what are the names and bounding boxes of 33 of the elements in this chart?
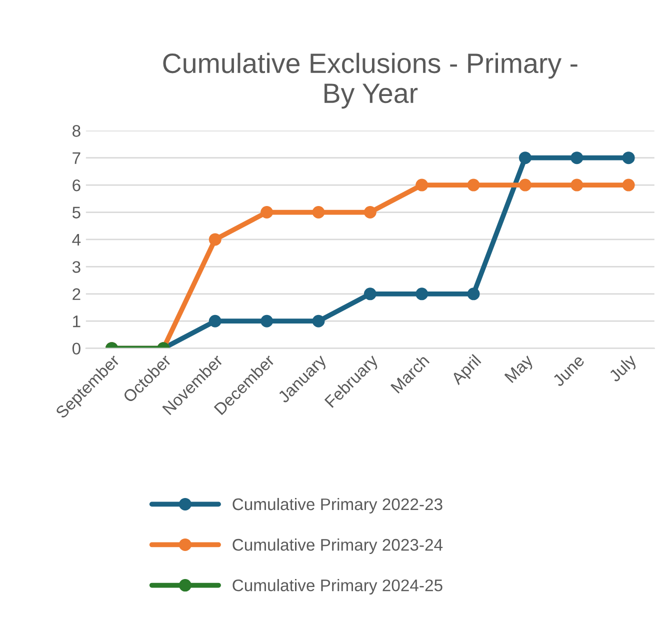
- y-tick-label: 7: [72, 152, 80, 164]
- point: [622, 178, 635, 192]
- point: [260, 206, 274, 219]
- chart-title: Cumulative Exclusions - Primary - By Year: [163, 52, 578, 109]
- point: [364, 288, 376, 300]
- x-tick-label: July: [608, 353, 640, 385]
- point: [312, 314, 325, 328]
- point: [518, 178, 532, 192]
- y-tick-label: 0: [72, 342, 80, 355]
- point: [364, 206, 376, 219]
- point: [570, 178, 584, 192]
- point: [622, 152, 635, 164]
- legend-label: Cumulative Primary 2022-23: [232, 498, 442, 514]
- y-tick-label: 8: [72, 125, 80, 137]
- point: [416, 178, 428, 192]
- point: [312, 206, 325, 219]
- point: [416, 288, 428, 300]
- point: [260, 314, 274, 328]
- y-tick-label: 5: [72, 206, 80, 218]
- point: [518, 152, 532, 164]
- point: [570, 152, 584, 164]
- legend-label: Cumulative Primary 2023-24: [232, 538, 443, 554]
- y-tick-label: 1: [73, 316, 80, 328]
- point: [467, 288, 480, 300]
- y-tick-label: 6: [72, 179, 80, 192]
- y-tick-label: 2: [72, 288, 80, 300]
- point: [208, 314, 222, 328]
- y-tick-label: 4: [72, 234, 81, 246]
- x-tick-label: May: [504, 354, 536, 386]
- y-tick-label: 3: [72, 261, 80, 273]
- point: [208, 233, 222, 246]
- point: [467, 178, 480, 192]
- legend-label: Cumulative Primary 2024-25: [232, 579, 442, 595]
